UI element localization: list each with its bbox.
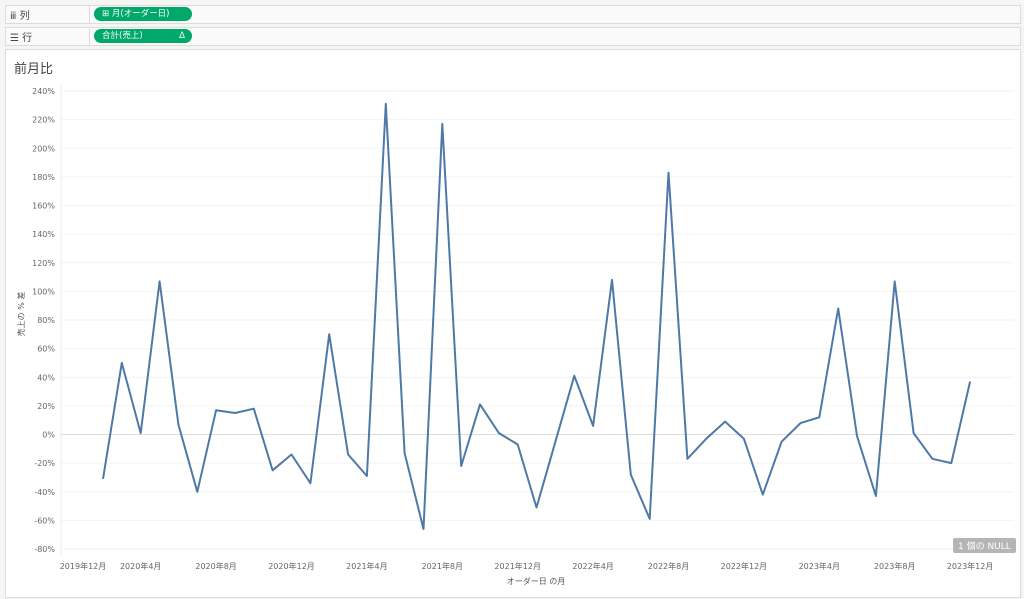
rows-shelf-label: ☰ 行 — [10, 33, 33, 44]
x-tick-label: 2022年4月 — [572, 561, 613, 571]
y-tick-label: 40% — [37, 373, 55, 382]
y-tick-label: 120% — [32, 259, 55, 268]
y-tick-label: 20% — [37, 402, 55, 411]
y-tick-label: 160% — [32, 202, 55, 211]
y-tick-label: -20% — [34, 459, 55, 468]
x-tick-label: 2019年12月 — [60, 561, 107, 571]
x-tick-label: 2023年12月 — [947, 561, 994, 571]
x-tick-label: 2021年12月 — [494, 561, 541, 571]
series-line — [102, 102, 972, 530]
line-chart: 240% 220% 200% 180% 160% 140% 120% 100% 80% 60% 40… — [16, 84, 1014, 586]
null-indicator[interactable]: 1 個の NULL — [953, 538, 1016, 553]
chart-title: 前月比 — [14, 62, 54, 77]
month-order-date-pill[interactable]: ⊞ 月(オーダー日) — [94, 7, 192, 21]
rows-shelf: ☰ 行 合計(売上) Δ — [5, 27, 1021, 46]
chart-panel: 前月比 240% 220% 200% 180% 160% 140% 120% 100% 80% 6… — [5, 49, 1021, 598]
y-axis-title: 売上の % 差 — [16, 292, 26, 337]
y-tick-label: -40% — [34, 488, 55, 497]
x-tick-label: 2020年12月 — [268, 561, 315, 571]
y-tick-label: 240% — [32, 87, 55, 96]
y-tick-label: -80% — [34, 545, 55, 554]
y-tick-label: 0% — [42, 431, 55, 440]
y-tick-label: 180% — [32, 173, 55, 182]
columns-shelf-label: ⅲ 列 — [10, 11, 30, 22]
y-tick-label: 140% — [32, 230, 55, 239]
x-tick-label: 2020年4月 — [120, 561, 161, 571]
y-tick-label: 80% — [37, 316, 55, 325]
x-tick-label: 2023年8月 — [874, 561, 915, 571]
sum-sales-pill[interactable]: 合計(売上) Δ — [94, 29, 192, 43]
y-tick-label: 200% — [32, 144, 55, 153]
delta-icon: Δ — [179, 31, 185, 41]
x-tick-label: 2021年8月 — [422, 561, 463, 571]
y-tick-label: 60% — [37, 345, 55, 354]
y-tick-label: 100% — [32, 287, 55, 296]
x-tick-label: 2022年8月 — [648, 561, 689, 571]
columns-shelf: ⅲ 列 ⊞ 月(オーダー日) — [5, 5, 1021, 24]
x-tick-label: 2021年4月 — [346, 561, 387, 571]
x-tick-label: 2020年8月 — [195, 561, 236, 571]
x-tick-label: 2023年4月 — [799, 561, 840, 571]
y-tick-label: -60% — [34, 516, 55, 525]
x-tick-label: 2022年12月 — [721, 561, 768, 571]
x-axis-title: オーダー日 の月 — [507, 576, 566, 586]
y-tick-label: 220% — [32, 116, 55, 125]
